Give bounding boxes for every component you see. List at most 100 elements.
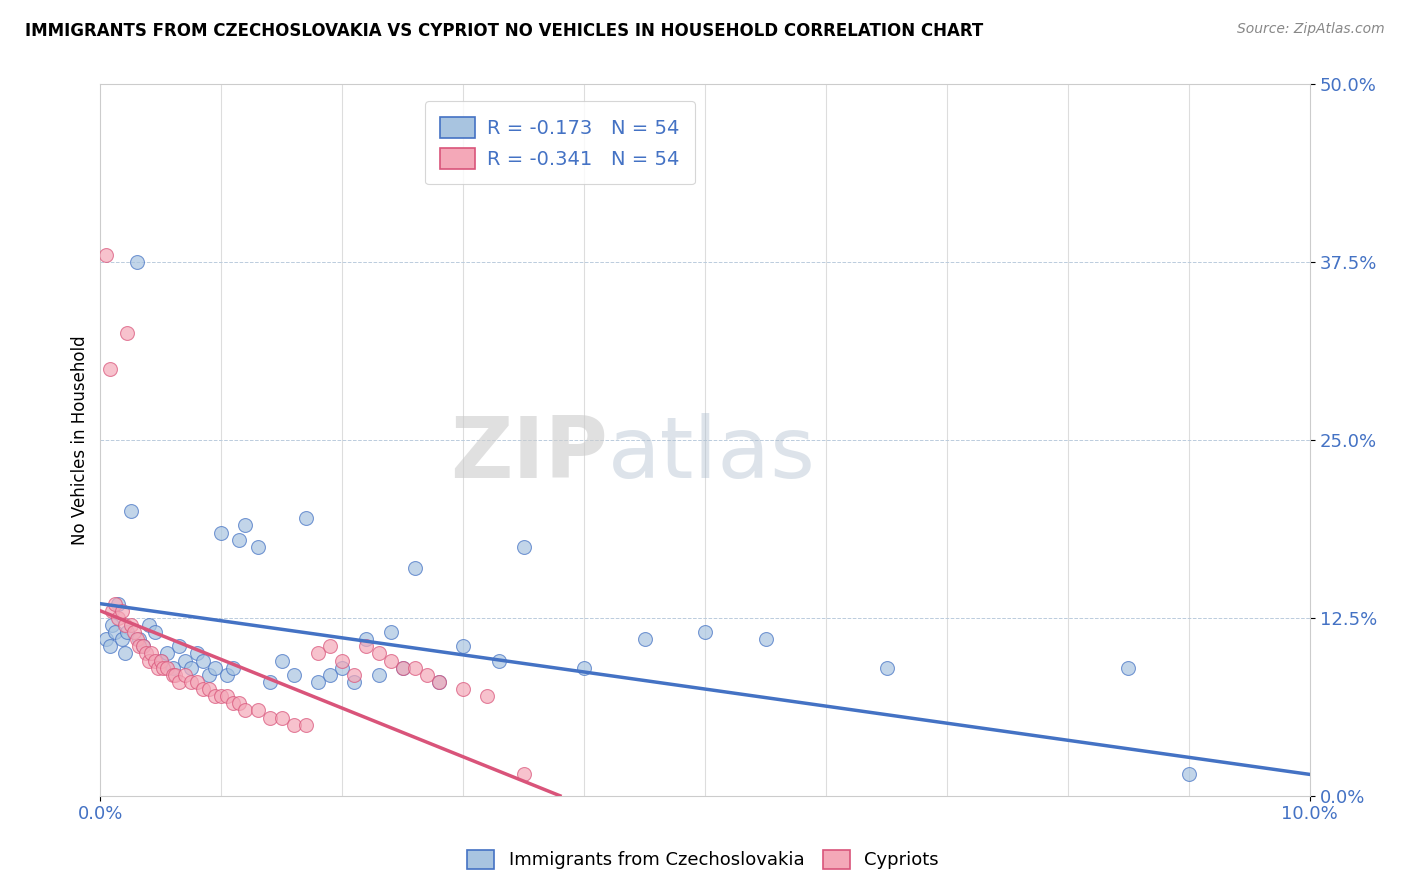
Point [380,625,402,640]
Point [367,647,389,661]
Point [204,689,226,703]
Point [204,661,226,675]
Point [120,504,142,518]
Point [391,661,413,675]
Point [186,647,208,661]
Point [572,661,595,675]
Point [404,661,426,675]
Point [380,654,402,668]
Point [165,668,187,682]
Point [246,703,269,717]
Point [512,767,534,781]
Legend: Immigrants from Czechoslovakia, Cypriots: Immigrants from Czechoslovakia, Cypriots [458,841,948,879]
Point [120,618,142,632]
Point [149,654,172,668]
Point [876,661,898,675]
Point [125,255,148,269]
Point [111,604,134,618]
Point [209,689,232,703]
Point [156,661,179,675]
Point [283,717,305,731]
Point [198,681,221,696]
Point [307,647,329,661]
Point [307,675,329,690]
Point [107,597,129,611]
Point [391,661,413,675]
Point [149,654,172,668]
Point [143,625,166,640]
Point [319,640,342,654]
Point [104,625,127,640]
Point [186,675,208,690]
Point [174,668,197,682]
Point [143,654,166,668]
Point [270,710,292,724]
Text: IMMIGRANTS FROM CZECHOSLOVAKIA VS CYPRIOT NO VEHICLES IN HOUSEHOLD CORRELATION C: IMMIGRANTS FROM CZECHOSLOVAKIA VS CYPRIO… [25,22,984,40]
Point [101,618,124,632]
Text: ZIP: ZIP [450,413,609,496]
Point [755,632,778,647]
Point [180,661,202,675]
Point [114,647,136,661]
Point [162,668,184,682]
Point [111,632,134,647]
Point [107,611,129,625]
Point [162,661,184,675]
Point [451,681,474,696]
Point [191,654,214,668]
Point [633,632,655,647]
Point [96,248,118,262]
Point [198,668,221,682]
Point [128,640,150,654]
Point [228,533,250,547]
Point [235,518,257,533]
Point [693,625,716,640]
Text: atlas: atlas [609,413,817,496]
Point [131,640,153,654]
Point [209,525,232,540]
Point [152,661,174,675]
Point [167,675,190,690]
Point [343,668,366,682]
Point [114,618,136,632]
Point [330,661,353,675]
Point [259,710,281,724]
Point [122,625,145,640]
Point [148,661,170,675]
Point [246,540,269,554]
Point [367,668,389,682]
Point [488,654,510,668]
Point [259,675,281,690]
Point [1118,661,1140,675]
Point [512,540,534,554]
Point [115,326,138,341]
Point [1178,767,1201,781]
Point [131,640,153,654]
Point [125,632,148,647]
Point [404,561,426,575]
Point [228,696,250,710]
Point [138,618,160,632]
Point [356,640,378,654]
Point [343,675,366,690]
Y-axis label: No Vehicles in Household: No Vehicles in Household [72,335,89,545]
Point [427,675,450,690]
Point [156,647,179,661]
Point [135,647,157,661]
Text: Source: ZipAtlas.com: Source: ZipAtlas.com [1237,22,1385,37]
Point [330,654,353,668]
Point [217,668,239,682]
Point [319,668,342,682]
Point [96,632,118,647]
Point [128,632,150,647]
Point [356,632,378,647]
Point [138,654,160,668]
Point [98,640,121,654]
Point [270,654,292,668]
Point [427,675,450,690]
Point [98,362,121,376]
Point [416,668,439,682]
Point [235,703,257,717]
Point [174,654,197,668]
Point [295,717,318,731]
